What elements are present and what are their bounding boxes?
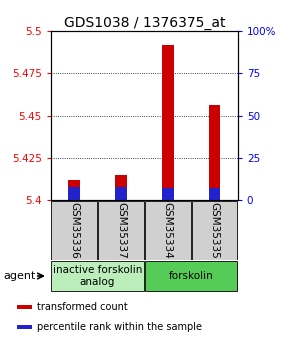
Bar <box>17 305 32 309</box>
Text: forskolin: forskolin <box>169 271 213 281</box>
Bar <box>162 45 173 200</box>
Bar <box>145 261 237 291</box>
Bar <box>209 106 220 200</box>
Bar <box>17 325 32 328</box>
Text: GSM35335: GSM35335 <box>209 202 220 259</box>
Bar <box>115 187 127 200</box>
Text: GSM35336: GSM35336 <box>69 202 79 259</box>
Title: GDS1038 / 1376375_at: GDS1038 / 1376375_at <box>64 16 225 30</box>
Bar <box>51 261 144 291</box>
Bar <box>68 180 80 200</box>
Text: percentile rank within the sample: percentile rank within the sample <box>37 322 202 332</box>
Text: transformed count: transformed count <box>37 302 128 312</box>
Bar <box>162 188 173 200</box>
Text: GSM35334: GSM35334 <box>163 202 173 259</box>
Bar <box>115 175 127 200</box>
Bar <box>145 201 191 260</box>
Text: GSM35337: GSM35337 <box>116 202 126 259</box>
Bar <box>98 201 144 260</box>
Text: agent: agent <box>3 271 35 281</box>
Bar <box>68 187 80 200</box>
Bar <box>191 201 237 260</box>
Text: inactive forskolin
analog: inactive forskolin analog <box>53 265 142 287</box>
Bar <box>209 188 220 200</box>
Bar <box>51 201 97 260</box>
